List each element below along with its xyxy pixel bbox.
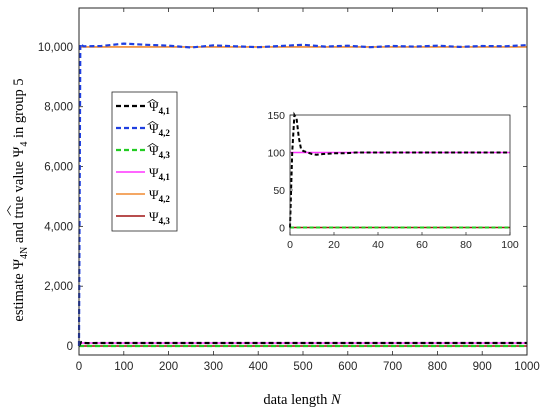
inset-ticks: 0 20 40 60 80 100 0 50 100 150 xyxy=(267,110,518,251)
plot-frame xyxy=(78,7,528,356)
y-tick-label: 6,000 xyxy=(44,162,73,174)
inset-x-tick-label: 80 xyxy=(460,239,472,251)
legend-hat: ︿ xyxy=(147,93,158,105)
legend-label: Ψ4,3 xyxy=(149,143,170,160)
y-tick-label: 8,000 xyxy=(44,102,73,114)
y-tick-label: 2,000 xyxy=(44,281,73,293)
x-tick-label: 400 xyxy=(249,361,268,373)
x-tick-label: 600 xyxy=(338,361,357,373)
inset-x-tick-label: 40 xyxy=(372,239,384,251)
x-tick-label: 0 xyxy=(76,361,82,373)
x-tick-label: 200 xyxy=(159,361,178,373)
inset-x-tick-label: 100 xyxy=(501,239,519,251)
legend-box xyxy=(111,91,178,232)
x-tick-label: 800 xyxy=(428,361,447,373)
inset-y-tick-label: 150 xyxy=(267,110,285,122)
inset-y-tick-label: 50 xyxy=(273,185,285,197)
inset-x-tick-label: 0 xyxy=(287,239,293,251)
main-ticks: 0 100 200 300 400 500 600 700 800 900 100002,0004,… xyxy=(38,8,540,373)
x-axis-label: data length N xyxy=(263,392,342,408)
legend-label: Ψ4,2 xyxy=(149,121,170,138)
inset-y-tick-label: 0 xyxy=(279,223,285,235)
inset-x-tick-label: 20 xyxy=(328,239,340,251)
legend-label: Ψ4,1 xyxy=(149,99,170,116)
legend-hat: ︿ xyxy=(147,115,158,127)
inset-series xyxy=(289,111,510,229)
inset-series-line-3 xyxy=(289,111,510,228)
legend-label: Ψ4,2 xyxy=(149,187,170,204)
svg-text:estimate Ψ4N and true value Ψ4: estimate Ψ4N and true value Ψ4 in group … xyxy=(11,78,30,321)
y-tick-label: 10,000 xyxy=(38,42,73,54)
x-tick-label: 700 xyxy=(383,361,402,373)
legend-hat: ︿ xyxy=(147,137,158,149)
x-tick-label: 500 xyxy=(293,361,312,373)
legend-label: Ψ4,3 xyxy=(149,209,170,226)
legend: ︿Ψ4,1︿Ψ4,2︿Ψ4,3Ψ4,1Ψ4,2Ψ4,3 xyxy=(111,91,178,232)
y-tick-label: 4,000 xyxy=(44,221,73,233)
y-axis-label-hat: ︿ xyxy=(1,205,13,216)
x-tick-label: 100 xyxy=(114,361,133,373)
inset-background xyxy=(290,115,510,235)
x-tick-label: 1000 xyxy=(514,361,540,373)
legend-label: Ψ4,1 xyxy=(149,165,170,182)
inset-chart: 0 20 40 60 80 100 0 50 100 150 xyxy=(267,110,518,251)
series-line-est-4-1 xyxy=(78,340,527,347)
series-line-est-4-2 xyxy=(77,41,528,347)
y-tick-label: 0 xyxy=(67,341,73,353)
y-axis-label: estimate Ψ4N and true value Ψ4 in group … xyxy=(1,78,30,321)
main-series xyxy=(77,41,528,348)
inset-frame xyxy=(289,114,511,236)
inset-y-tick-label: 100 xyxy=(267,148,285,160)
inset-x-tick-label: 60 xyxy=(416,239,428,251)
x-tick-label: 900 xyxy=(473,361,492,373)
x-tick-label: 300 xyxy=(204,361,223,373)
